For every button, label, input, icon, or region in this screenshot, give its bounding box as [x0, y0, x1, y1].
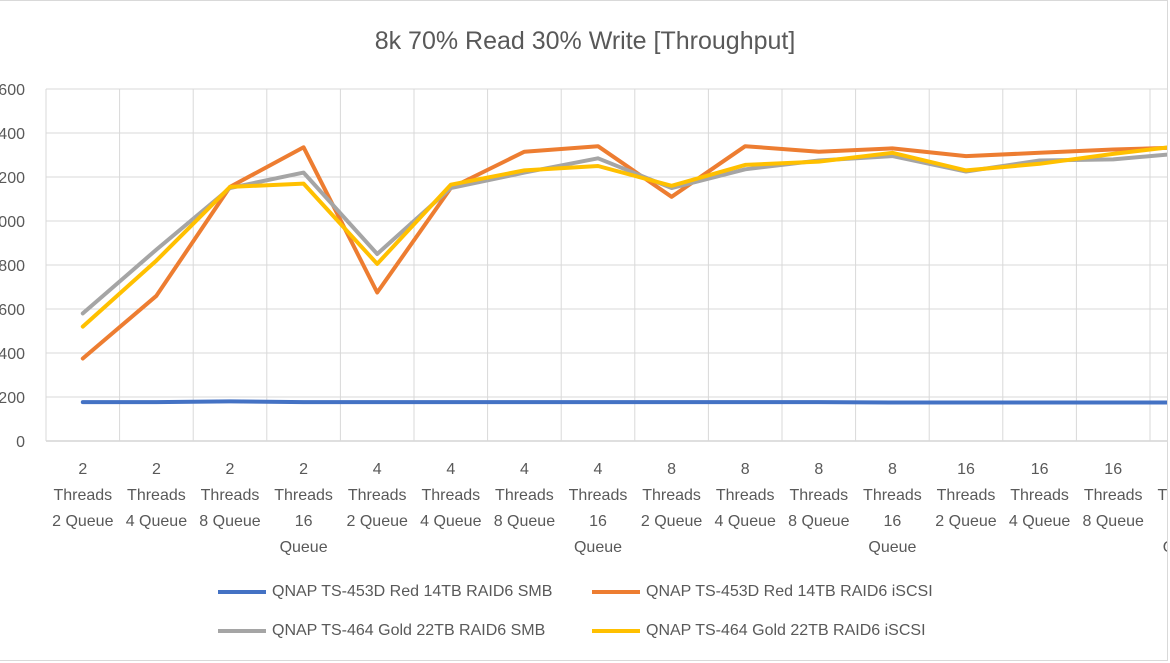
- y-tick-label: 200: [0, 390, 25, 407]
- series-layer: [80, 144, 1167, 405]
- series-line-0: [80, 399, 1167, 405]
- legend-label-1: QNAP TS-453D Red 14TB RAID6 iSCSI: [646, 583, 933, 600]
- chart-title: 8k 70% Read 30% Write [Throughput]: [374, 27, 796, 55]
- x-tick-label: 16Threads16Queue: [1157, 461, 1168, 556]
- x-tick-label: 16 Threads 2 Queue: [935, 461, 996, 530]
- x-tick-label: 2 Threads 2 Queue: [52, 461, 113, 530]
- legend-label-0: QNAP TS-453D Red 14TB RAID6 SMB: [272, 583, 553, 600]
- legend-swatch-0: [218, 590, 266, 594]
- legend-item-0: QNAP TS-453D Red 14TB RAID6 SMB: [218, 583, 552, 601]
- y-tick-label: 400: [0, 346, 25, 363]
- legend-swatch-2: [218, 629, 266, 633]
- x-tick-label: 4 Threads 8 Queue: [494, 461, 555, 530]
- legend-swatch-3: [592, 629, 640, 633]
- x-tick-label: 16 Threads 8 Queue: [1083, 461, 1144, 530]
- legend-item-1: QNAP TS-453D Red 14TB RAID6 iSCSI: [592, 583, 933, 601]
- series-line-1: [80, 144, 1167, 361]
- x-tick-label: 2 Threads 4 Queue: [126, 461, 187, 530]
- x-tick-label: 16 Threads 4 Queue: [1009, 461, 1070, 530]
- y-tick-label: 1000: [0, 214, 25, 231]
- y-tick-label: 1400: [0, 126, 25, 143]
- legend-label-3: QNAP TS-464 Gold 22TB RAID6 iSCSI: [646, 622, 926, 639]
- y-tick-label: 800: [0, 258, 25, 275]
- x-tick-label: 8 Threads 16 Queue: [863, 461, 922, 556]
- legend-swatch-1: [592, 590, 640, 594]
- grid-layer: [45, 88, 1167, 442]
- x-tick-label: 8 Threads 4 Queue: [715, 461, 776, 530]
- y-axis-tick-labels: 0 200 400 600 800 1000 1200 1400 1600: [0, 82, 25, 451]
- y-tick-label: 1600: [0, 82, 25, 99]
- x-tick-label: 4 Threads 2 Queue: [347, 461, 408, 530]
- legend-label-2: QNAP TS-464 Gold 22TB RAID6 SMB: [272, 622, 546, 639]
- x-tick-label: 4 Threads 4 Queue: [420, 461, 481, 530]
- x-tick-label: 4 Threads 16 Queue: [569, 461, 628, 556]
- series-line-3: [80, 145, 1167, 329]
- legend-item-3: QNAP TS-464 Gold 22TB RAID6 iSCSI: [592, 622, 926, 640]
- x-tick-label: 8 Threads 8 Queue: [788, 461, 849, 530]
- x-tick-label: 2 Threads 16 Queue: [274, 461, 333, 556]
- y-tick-label: 600: [0, 302, 25, 319]
- legend-item-2: QNAP TS-464 Gold 22TB RAID6 SMB: [218, 622, 545, 640]
- x-tick-label: 2 Threads 8 Queue: [199, 461, 260, 530]
- y-tick-label: 0: [16, 434, 25, 451]
- y-tick-label: 1200: [0, 170, 25, 187]
- x-tick-label: 8 Threads 2 Queue: [641, 461, 702, 530]
